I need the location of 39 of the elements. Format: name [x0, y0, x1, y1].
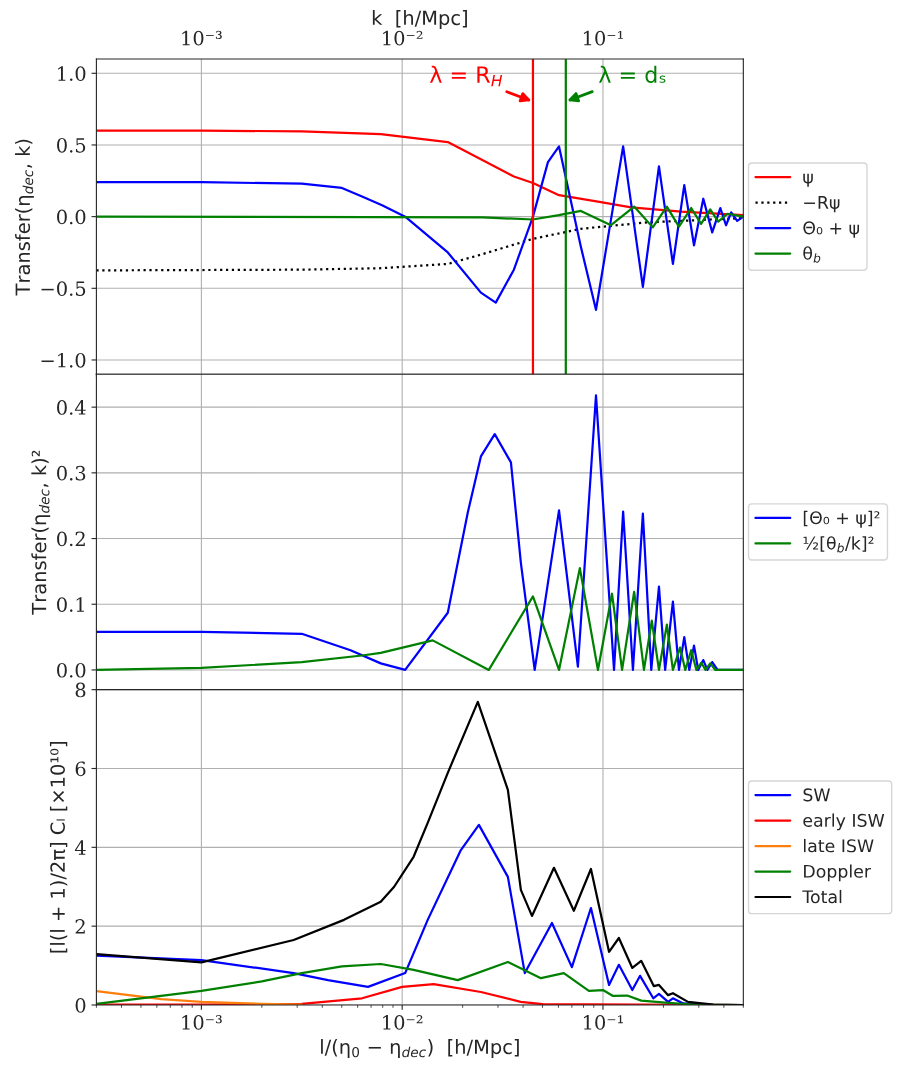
legend-label: early ISW [803, 813, 885, 831]
y-tick-label: 0.0 [57, 662, 86, 678]
y-tick-label: 0.1 [57, 597, 84, 612]
x-tick-label: 10⁻³ [182, 1015, 222, 1030]
legend-label: ψ [803, 173, 813, 187]
x-tick-label: 10⁻³ [182, 30, 222, 46]
x2-axis-title: k [h/Mpc] [372, 10, 467, 29]
x-axis-title: l/(η$_{0}$ − η$_{dec}$) [h/Mpc] [321, 1039, 519, 1058]
y-tick-label: 0.5 [57, 137, 86, 153]
x-tick-label: 10⁻² [383, 30, 423, 46]
y-tick-label: 0.4 [57, 400, 86, 415]
y-axis-title: Transfer(η$_{dec}$, k) [15, 139, 34, 296]
legend-label: Θ₀ + ψ [803, 221, 860, 238]
legend-label: late ISW [803, 838, 874, 853]
y-tick-label: 0 [75, 997, 86, 1013]
y-axis-title: Transfer(η$_{dec}$, k)² [31, 450, 51, 615]
y-axis-title: [l(l + 1)/2π] Cₗ [×10¹⁰] [49, 742, 68, 953]
y-tick-label: 0.3 [57, 465, 86, 481]
y-tick-label: −1.0 [41, 352, 86, 368]
y-tick-label: −0.5 [41, 281, 86, 296]
x-tick-label: 10⁻² [383, 1015, 423, 1030]
legend-label: Doppler [804, 864, 872, 882]
y-tick-label: 8 [75, 682, 86, 698]
y-tick-label: 6 [75, 761, 86, 777]
legend-label: ½[θ$_{b}$/k]² [803, 536, 874, 553]
x-tick-label: 10⁻¹ [583, 30, 623, 46]
y-tick-label: 2 [75, 919, 85, 934]
legend-label: Total [802, 889, 842, 904]
legend-label: −Rψ [804, 196, 840, 213]
legend-label: [Θ₀ + ψ]² [803, 510, 880, 528]
legend-label: θ$_{b}$ [803, 246, 821, 263]
legend-label: SW [803, 788, 830, 802]
y-tick-label: 1.0 [58, 66, 86, 81]
y-tick-label: 0.0 [57, 209, 86, 225]
y-tick-label: 4 [74, 840, 86, 855]
ref-line-label: λ = R$_{H}$ [429, 65, 503, 87]
ref-line-label: λ = dₛ [598, 65, 666, 83]
y-tick-label: 0.2 [57, 531, 85, 547]
x-tick-label: 10⁻¹ [583, 1015, 623, 1030]
